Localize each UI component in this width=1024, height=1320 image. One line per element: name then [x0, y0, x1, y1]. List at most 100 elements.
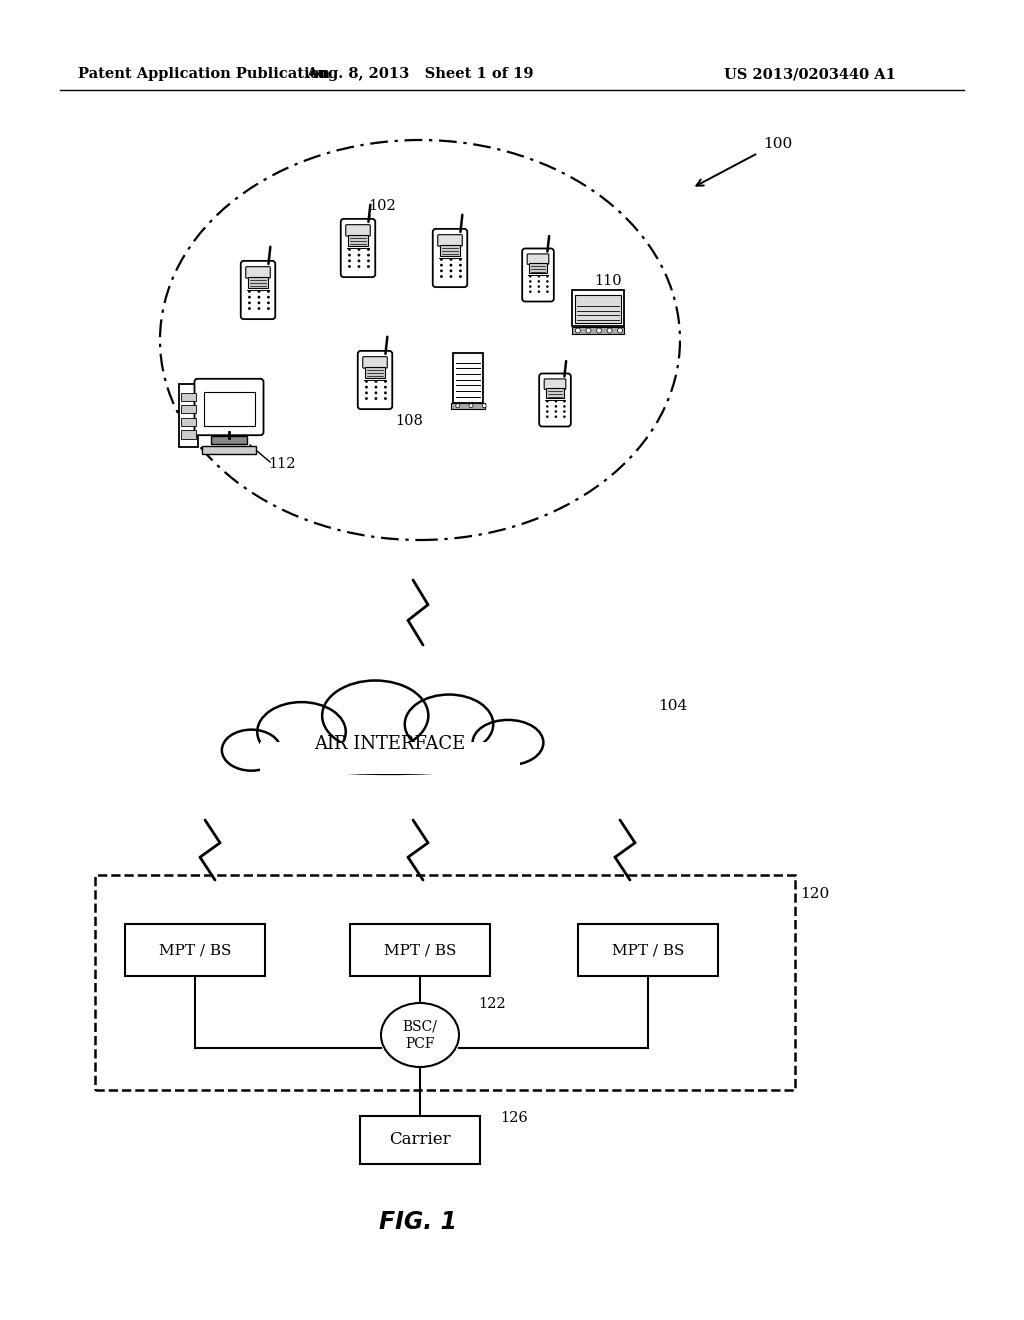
Circle shape	[459, 269, 462, 272]
Circle shape	[538, 285, 540, 288]
Circle shape	[555, 411, 557, 413]
FancyBboxPatch shape	[574, 294, 622, 323]
Text: 110: 110	[594, 275, 622, 288]
FancyBboxPatch shape	[365, 367, 385, 378]
Text: MPT / BS: MPT / BS	[611, 942, 684, 957]
Circle shape	[538, 290, 540, 293]
FancyBboxPatch shape	[357, 351, 392, 409]
FancyBboxPatch shape	[260, 742, 520, 774]
FancyBboxPatch shape	[180, 392, 197, 401]
FancyBboxPatch shape	[202, 446, 256, 454]
Circle shape	[365, 392, 368, 395]
Circle shape	[375, 385, 378, 388]
FancyBboxPatch shape	[544, 379, 566, 389]
Ellipse shape	[473, 719, 544, 766]
FancyBboxPatch shape	[346, 224, 371, 236]
Circle shape	[546, 280, 549, 282]
Circle shape	[546, 400, 549, 403]
Circle shape	[348, 260, 351, 263]
Ellipse shape	[257, 702, 346, 762]
FancyBboxPatch shape	[529, 263, 547, 273]
FancyBboxPatch shape	[211, 436, 247, 445]
FancyBboxPatch shape	[451, 403, 485, 409]
Text: 104: 104	[658, 700, 687, 713]
Circle shape	[563, 416, 565, 418]
Circle shape	[384, 397, 387, 400]
FancyBboxPatch shape	[125, 924, 265, 975]
Circle shape	[267, 296, 270, 298]
FancyBboxPatch shape	[433, 228, 467, 288]
FancyBboxPatch shape	[241, 261, 275, 319]
Circle shape	[365, 385, 368, 388]
Text: US 2013/0203440 A1: US 2013/0203440 A1	[724, 67, 896, 81]
Circle shape	[357, 260, 360, 263]
Circle shape	[348, 248, 351, 251]
Circle shape	[257, 301, 260, 304]
Text: 124: 124	[612, 929, 640, 942]
Circle shape	[248, 296, 251, 298]
Circle shape	[469, 404, 473, 408]
Circle shape	[459, 264, 462, 267]
FancyBboxPatch shape	[437, 235, 462, 246]
Text: 122: 122	[478, 997, 506, 1011]
Circle shape	[538, 275, 540, 277]
Circle shape	[529, 280, 531, 282]
Circle shape	[357, 265, 360, 268]
FancyBboxPatch shape	[249, 741, 531, 775]
Circle shape	[384, 392, 387, 395]
Text: AIR INTERFACE: AIR INTERFACE	[314, 735, 466, 752]
Circle shape	[555, 400, 557, 403]
Circle shape	[563, 400, 565, 403]
Circle shape	[546, 290, 549, 293]
Circle shape	[357, 248, 360, 251]
Text: MPT / BS: MPT / BS	[384, 942, 456, 957]
Circle shape	[586, 329, 591, 333]
FancyBboxPatch shape	[571, 290, 624, 326]
Circle shape	[546, 275, 549, 277]
Circle shape	[267, 290, 270, 293]
Text: 100: 100	[763, 137, 793, 150]
Text: FIG. 1: FIG. 1	[379, 1210, 457, 1234]
Circle shape	[482, 404, 486, 408]
Circle shape	[357, 253, 360, 256]
Circle shape	[607, 329, 612, 333]
Circle shape	[440, 264, 442, 267]
Circle shape	[267, 301, 270, 304]
Circle shape	[563, 411, 565, 413]
Circle shape	[257, 296, 260, 298]
Circle shape	[529, 290, 531, 293]
Circle shape	[375, 392, 378, 395]
Circle shape	[367, 253, 370, 256]
FancyBboxPatch shape	[180, 418, 197, 426]
Circle shape	[375, 397, 378, 400]
Text: 120: 120	[800, 887, 829, 902]
Circle shape	[267, 308, 270, 310]
FancyBboxPatch shape	[571, 327, 624, 334]
FancyBboxPatch shape	[248, 277, 268, 288]
Circle shape	[529, 275, 531, 277]
Circle shape	[459, 275, 462, 279]
Text: BSC/
PCF: BSC/ PCF	[402, 1019, 437, 1051]
Circle shape	[384, 380, 387, 383]
Circle shape	[555, 405, 557, 408]
Circle shape	[440, 269, 442, 272]
FancyBboxPatch shape	[578, 924, 718, 975]
Circle shape	[546, 285, 549, 288]
Circle shape	[257, 308, 260, 310]
Circle shape	[365, 380, 368, 383]
FancyBboxPatch shape	[195, 379, 263, 436]
Circle shape	[248, 308, 251, 310]
Circle shape	[546, 416, 549, 418]
FancyBboxPatch shape	[453, 354, 483, 403]
Circle shape	[367, 248, 370, 251]
Text: 102: 102	[368, 199, 395, 213]
FancyBboxPatch shape	[362, 356, 387, 368]
FancyBboxPatch shape	[180, 405, 197, 413]
Circle shape	[450, 275, 453, 279]
Circle shape	[456, 404, 460, 408]
FancyBboxPatch shape	[246, 267, 270, 279]
Circle shape	[563, 405, 565, 408]
Circle shape	[248, 301, 251, 304]
Text: Patent Application Publication: Patent Application Publication	[78, 67, 330, 81]
FancyBboxPatch shape	[180, 430, 197, 438]
